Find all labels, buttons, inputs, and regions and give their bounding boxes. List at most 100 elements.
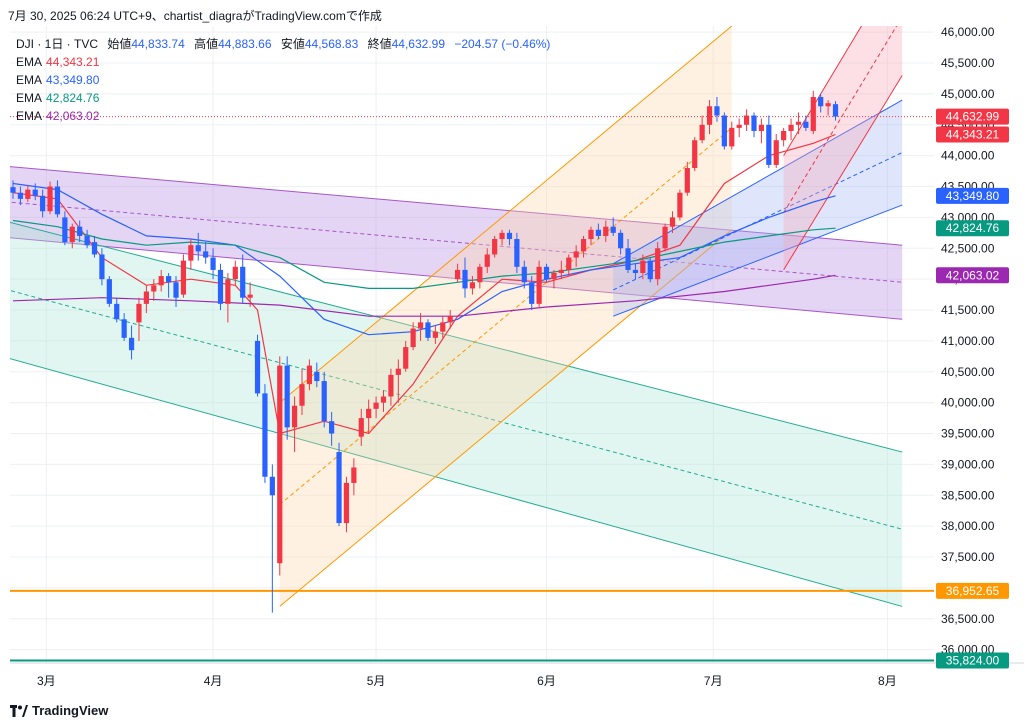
candle bbox=[514, 232, 520, 273]
candle bbox=[610, 217, 616, 236]
price-label-text: 42,824.76 bbox=[946, 221, 1000, 235]
candle-body bbox=[254, 340, 261, 394]
candle bbox=[151, 279, 157, 301]
candle bbox=[395, 359, 401, 403]
candle-body bbox=[321, 381, 327, 422]
candle-body bbox=[336, 452, 342, 524]
candle bbox=[336, 442, 342, 527]
price-label-text: 36,952.65 bbox=[946, 584, 1000, 598]
candle bbox=[188, 239, 194, 270]
candle bbox=[217, 263, 224, 311]
channel-lower-line bbox=[10, 358, 903, 607]
ema-row-4[interactable]: EMA 42,063.02 bbox=[16, 107, 550, 125]
y-tick-label: 40,500.00 bbox=[941, 365, 995, 379]
candle-body bbox=[810, 97, 816, 131]
candle-body bbox=[455, 269, 461, 280]
channel-upper-line bbox=[10, 221, 903, 453]
candle-body bbox=[403, 347, 409, 369]
candle-body bbox=[128, 337, 135, 351]
candle-body bbox=[77, 226, 83, 236]
candle bbox=[766, 115, 772, 169]
candle bbox=[803, 115, 809, 131]
candle-body bbox=[151, 285, 157, 292]
symbol-label[interactable]: DJI · 1日 · TVC bbox=[16, 37, 99, 51]
candle bbox=[595, 223, 601, 240]
candle-body bbox=[188, 245, 194, 261]
y-tick-label: 39,000.00 bbox=[941, 457, 995, 471]
candle-body bbox=[684, 168, 690, 193]
candle bbox=[291, 396, 298, 453]
candle-body bbox=[603, 226, 609, 236]
candle-body bbox=[203, 251, 209, 258]
candle bbox=[69, 223, 75, 249]
tradingview-footer: TradingView bbox=[10, 703, 108, 718]
candle-body bbox=[373, 402, 379, 409]
candle-body bbox=[262, 393, 268, 477]
candle-body bbox=[751, 115, 757, 131]
price-label-text: 42,063.02 bbox=[946, 268, 1000, 282]
candle bbox=[314, 362, 320, 388]
candle bbox=[736, 118, 742, 138]
candle bbox=[366, 399, 372, 434]
candle bbox=[91, 235, 98, 258]
candle-body bbox=[736, 124, 742, 128]
candle-body bbox=[351, 467, 357, 483]
candle bbox=[699, 115, 705, 144]
candle bbox=[306, 359, 312, 391]
chart-caption: 7月 30, 2025 06:24 UTC+9、chartist_diagraが… bbox=[8, 9, 382, 23]
ema-label: EMA bbox=[16, 91, 43, 105]
ema-row-3[interactable]: EMA 42,824.76 bbox=[16, 89, 550, 107]
candle-body bbox=[618, 232, 624, 249]
price-label-box bbox=[936, 652, 1009, 669]
price-label: 42,063.02 bbox=[936, 267, 1009, 284]
price-label-box bbox=[936, 220, 1009, 237]
candle bbox=[136, 297, 142, 341]
candle bbox=[521, 260, 527, 289]
price-chart[interactable]: 36,000.0036,500.0037,000.0037,500.0038,0… bbox=[0, 26, 1024, 696]
candle-body bbox=[818, 97, 824, 107]
candle bbox=[121, 313, 127, 341]
candle bbox=[655, 242, 661, 286]
candle-body bbox=[773, 140, 779, 165]
channel-upper-line bbox=[612, 99, 903, 265]
candle bbox=[225, 272, 231, 323]
price-label: 43,349.80 bbox=[936, 187, 1009, 204]
candle-body bbox=[492, 239, 498, 255]
candle bbox=[536, 260, 542, 307]
candle bbox=[380, 390, 387, 412]
candle-body bbox=[432, 331, 438, 338]
candle bbox=[825, 100, 831, 116]
channel-median-line bbox=[10, 201, 903, 283]
candle bbox=[632, 263, 639, 280]
ema-label: EMA bbox=[16, 73, 43, 87]
candle-body bbox=[366, 408, 372, 419]
candle-body bbox=[217, 269, 224, 304]
candle-body bbox=[595, 229, 601, 236]
y-tick-label: 38,000.00 bbox=[941, 519, 995, 533]
candle bbox=[403, 340, 409, 372]
candle-body bbox=[343, 482, 350, 524]
candle bbox=[210, 248, 216, 280]
candle-body bbox=[395, 368, 401, 375]
open-label: 始値 bbox=[107, 37, 132, 51]
candle-body bbox=[240, 266, 246, 298]
channel-fill bbox=[783, 26, 903, 270]
channel-fill bbox=[10, 222, 903, 607]
candle-body bbox=[291, 405, 298, 428]
candle-body bbox=[69, 226, 75, 243]
ema-row-1[interactable]: EMA 44,343.21 bbox=[16, 53, 550, 71]
candle bbox=[425, 319, 431, 341]
candle-body bbox=[417, 322, 424, 329]
ema-row-2[interactable]: EMA 43,349.80 bbox=[16, 71, 550, 89]
candle-body bbox=[247, 294, 253, 298]
candle-body bbox=[788, 124, 794, 131]
price-label-text: 44,632.99 bbox=[946, 110, 1000, 124]
candle-body bbox=[62, 217, 68, 243]
candle bbox=[447, 310, 453, 329]
candle bbox=[529, 276, 535, 311]
channel-fill bbox=[10, 166, 903, 320]
candle-body bbox=[425, 322, 431, 338]
candle-body bbox=[758, 124, 765, 131]
candle bbox=[99, 248, 105, 286]
candles bbox=[10, 90, 839, 613]
